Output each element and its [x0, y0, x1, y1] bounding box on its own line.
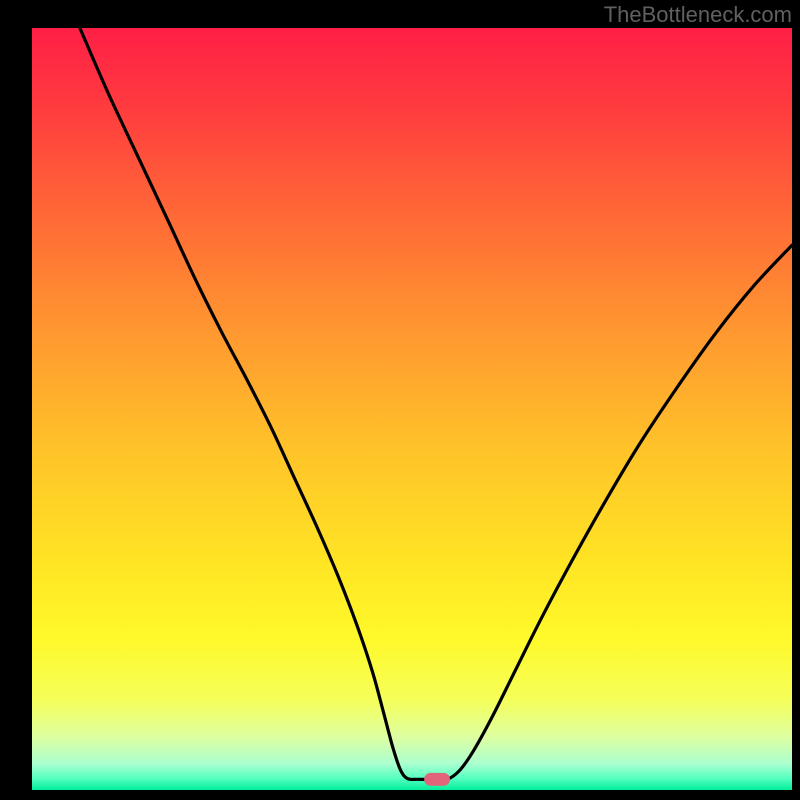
chart-frame: TheBottleneck.com	[0, 0, 800, 800]
optimal-point-marker	[424, 773, 450, 786]
bottleneck-chart	[32, 28, 792, 790]
watermark-text: TheBottleneck.com	[604, 2, 792, 28]
gradient-background	[32, 28, 792, 790]
